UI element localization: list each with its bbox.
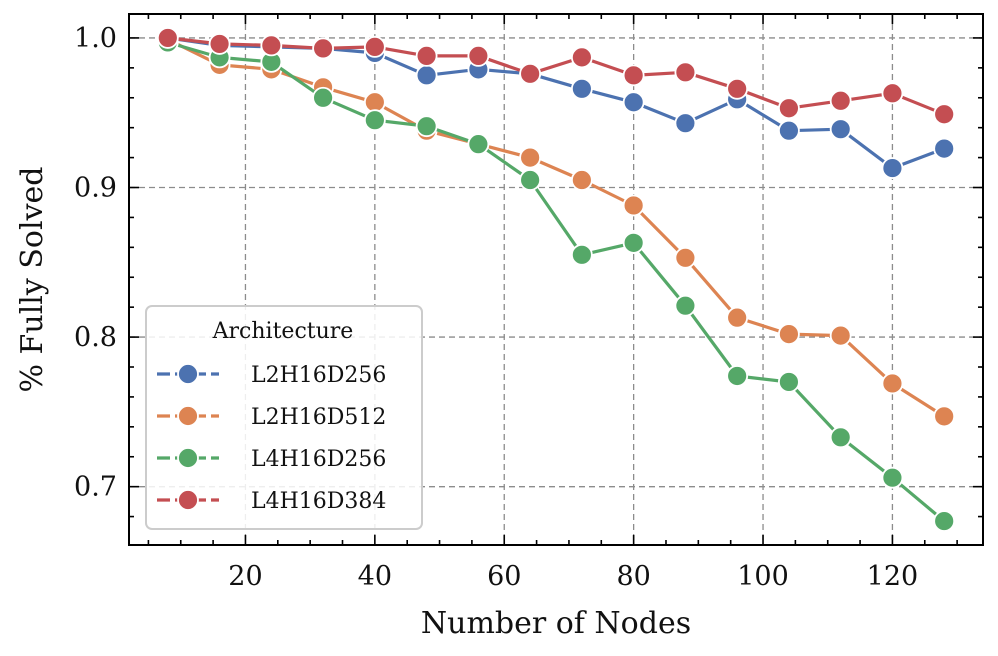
data-point [312,37,334,60]
legend-item: L2H16D256 [157,363,386,388]
series-group [156,27,956,532]
data-point [778,371,800,393]
legend-marker [177,489,199,511]
data-point [778,119,800,142]
data-point [622,194,645,217]
plot-frame [128,13,984,546]
data-point [363,36,386,58]
legend: Architecture L2H16D256 L2H16D512 L4H16D256… [145,305,423,530]
data-point [881,82,904,105]
data-point [467,44,490,67]
data-point [829,89,852,112]
legend-marker [177,447,199,469]
data-point [829,426,852,449]
data-point [829,118,852,141]
legend-label: L4H16D256 [251,447,386,472]
x-tick-label: 60 [487,561,521,592]
series-line [167,36,945,116]
legend-items: L2H16D256 L2H16D512 L4H16D256 L4H16D384 [157,363,386,514]
data-point [881,372,904,395]
data-point [415,64,438,87]
data-point [570,77,593,100]
x-tick-label: 40 [358,561,392,592]
data-point [260,34,283,57]
data-point [622,64,645,87]
series-L4H16D256 [156,31,956,532]
legend-title: Architecture [212,319,354,344]
y-tick-label: 0.9 [74,173,117,204]
y-tick-label: 0.7 [74,472,117,503]
x-tick-label: 20 [228,561,262,592]
legend-marker [177,405,199,427]
legend-label: L2H16D256 [251,363,386,388]
data-point [881,466,904,489]
data-point [519,146,542,169]
data-point [778,323,800,345]
y-axis-title: % Fully Solved [15,167,50,393]
x-tick-label: 80 [616,561,650,592]
legend-item: L4H16D384 [157,489,386,514]
data-point [674,294,697,317]
data-point [415,115,438,138]
legend-label: L4H16D384 [251,489,386,514]
series-L4H16D384 [156,27,956,126]
legend-item: L4H16D256 [157,447,386,472]
x-tick-label: 100 [737,561,789,592]
data-point [674,246,697,269]
data-point [933,405,956,428]
data-point [726,77,749,100]
data-point [622,231,645,254]
data-point [726,306,749,329]
tick-labels: 20 40 60 80 100 120 0.7 0.8 0.9 1.0 [74,23,918,592]
data-point [622,91,645,114]
data-point [933,137,956,160]
data-point [156,27,179,49]
data-point [208,33,231,55]
y-tick-label: 0.8 [74,322,117,353]
x-axis-title: Number of Nodes [421,606,691,641]
series-line [167,40,946,523]
data-point [570,243,593,266]
legend-marker [177,363,199,385]
data-point [570,46,593,69]
data-point [829,324,852,347]
data-point [519,62,542,85]
data-point [312,86,334,109]
data-point [674,112,697,135]
data-point [415,44,438,67]
data-point [726,365,749,387]
data-point [363,91,386,114]
legend-box [145,305,423,530]
legend-label: L2H16D512 [251,405,386,430]
data-point [778,97,800,120]
legend-item: L2H16D512 [157,405,386,430]
data-point [933,103,956,126]
data-point [363,109,386,132]
y-tick-label: 1.0 [74,23,117,54]
data-point [519,169,542,191]
data-point [467,133,490,156]
x-tick-label: 120 [867,561,919,592]
data-point [674,61,697,84]
data-point [570,169,593,191]
data-point [933,510,956,532]
data-point [881,157,904,179]
